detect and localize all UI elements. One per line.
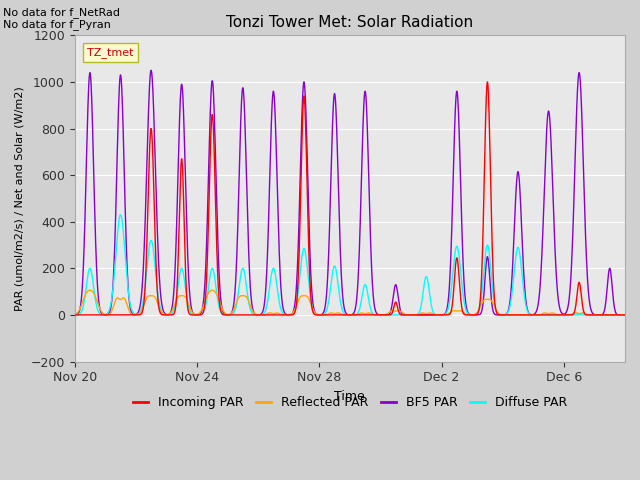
Title: Tonzi Tower Met: Solar Radiation: Tonzi Tower Met: Solar Radiation — [227, 15, 474, 30]
Legend: Incoming PAR, Reflected PAR, BF5 PAR, Diffuse PAR: Incoming PAR, Reflected PAR, BF5 PAR, Di… — [127, 391, 572, 414]
Text: No data for f_NetRad: No data for f_NetRad — [3, 7, 120, 18]
Text: No data for f_Pyran: No data for f_Pyran — [3, 19, 111, 30]
X-axis label: Time: Time — [335, 390, 365, 403]
Y-axis label: PAR (umol/m2/s) / Net and Solar (W/m2): PAR (umol/m2/s) / Net and Solar (W/m2) — [15, 86, 25, 311]
